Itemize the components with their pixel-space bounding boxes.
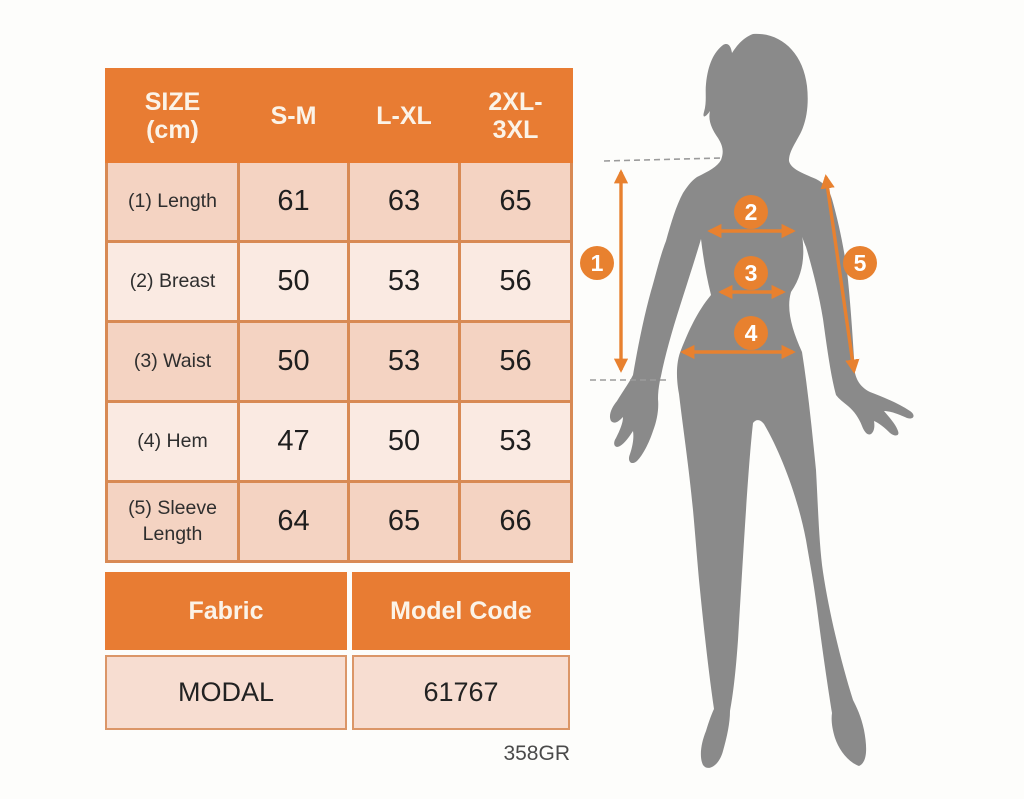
row-label-breast: (2) Breast <box>105 240 240 323</box>
marker-2-number: 2 <box>745 199 758 225</box>
table-row-hem: (4) Hem 47 50 53 <box>105 400 573 483</box>
length-value-2xl: 65 <box>458 160 573 243</box>
row-label-hem: (4) Hem <box>105 400 240 483</box>
sleeve-value-2xl: 66 <box>458 480 573 563</box>
sleeve-arrow <box>820 174 860 374</box>
marker-4: 4 <box>734 316 768 350</box>
table-row-sleeve-length: (5) Sleeve Length 64 65 66 <box>105 480 573 563</box>
fabric-model-section: Fabric Model Code MODAL 61767 <box>105 572 570 730</box>
column-header-size: SIZE (cm) <box>105 68 240 163</box>
row-label-length: (1) Length <box>105 160 240 243</box>
column-header-sm-label: S-M <box>270 101 317 130</box>
marker-2: 2 <box>734 195 768 229</box>
length-value-lxl: 63 <box>347 160 461 243</box>
marker-3-number: 3 <box>745 260 758 286</box>
info-value-row: MODAL 61767 <box>105 650 570 730</box>
marker-1-circle <box>580 246 614 280</box>
measurement-diagram: 1 2 3 4 5 <box>580 33 914 768</box>
marker-4-number: 4 <box>745 320 758 346</box>
hem-value-sm: 47 <box>237 400 350 483</box>
table-row-length: (1) Length 61 63 65 <box>105 160 573 243</box>
column-header-size-label: SIZE (cm) <box>144 87 201 144</box>
breast-value-lxl: 53 <box>347 240 461 323</box>
row-label-sleeve-length: (5) Sleeve Length <box>105 480 240 563</box>
top-dashed-line <box>603 157 724 162</box>
length-value-sm: 61 <box>237 160 350 243</box>
column-header-sm: S-M <box>237 68 350 163</box>
hem-value-lxl: 50 <box>347 400 461 483</box>
table-row-waist: (3) Waist 50 53 56 <box>105 320 573 403</box>
waist-value-lxl: 53 <box>347 320 461 403</box>
woman-silhouette-figure <box>609 33 914 768</box>
waist-value-2xl: 56 <box>458 320 573 403</box>
size-chart-table: SIZE (cm) S-M L-XL 2XL-3XL (1) Length 61… <box>105 68 573 563</box>
marker-5: 5 <box>843 246 877 280</box>
sleeve-value-sm: 64 <box>237 480 350 563</box>
marker-5-number: 5 <box>854 250 867 276</box>
column-header-2xl3xl-label: 2XL-3XL <box>488 87 543 144</box>
breast-value-2xl: 56 <box>458 240 573 323</box>
column-header-lxl-label: L-XL <box>376 101 432 130</box>
marker-1: 1 <box>580 246 614 280</box>
sleeve-value-lxl: 65 <box>347 480 461 563</box>
model-code-value: 61767 <box>352 655 570 730</box>
model-code-header-cell: Model Code <box>352 572 570 650</box>
marker-2-circle <box>734 195 768 229</box>
marker-5-circle <box>843 246 877 280</box>
marker-1-number: 1 <box>591 250 604 276</box>
table-header-row: SIZE (cm) S-M L-XL 2XL-3XL <box>105 68 573 163</box>
info-header-row: Fabric Model Code <box>105 572 570 650</box>
table-row-breast: (2) Breast 50 53 56 <box>105 240 573 323</box>
breast-value-sm: 50 <box>237 240 350 323</box>
column-header-2xl3xl: 2XL-3XL <box>458 68 573 163</box>
row-label-waist: (3) Waist <box>105 320 240 403</box>
product-code: 358GR <box>503 742 570 765</box>
column-header-lxl: L-XL <box>347 68 461 163</box>
fabric-header-cell: Fabric <box>105 572 347 650</box>
fabric-value: MODAL <box>105 655 347 730</box>
waist-value-sm: 50 <box>237 320 350 403</box>
marker-4-circle <box>734 316 768 350</box>
marker-3: 3 <box>734 256 768 290</box>
hem-value-2xl: 53 <box>458 400 573 483</box>
marker-3-circle <box>734 256 768 290</box>
